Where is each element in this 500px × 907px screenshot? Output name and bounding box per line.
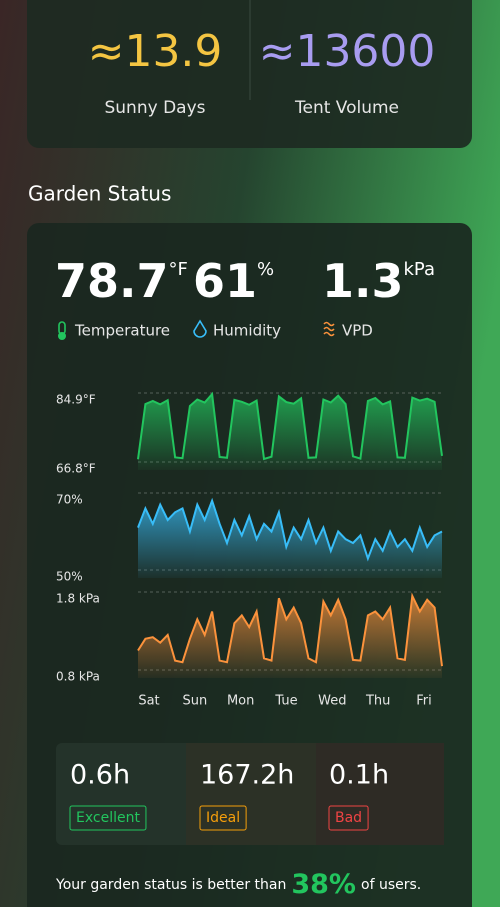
line	[137, 497, 443, 562]
x-tick-label: Thu	[365, 694, 390, 709]
duration-badge	[199, 805, 247, 831]
y-tick-label: 70%	[56, 493, 83, 507]
icon	[193, 319, 207, 338]
reading-label: VPD	[342, 322, 373, 340]
reading: 78.7°F	[55, 254, 188, 308]
duration-badge-label: Excellent	[76, 810, 140, 826]
duration-badge-label: Ideal	[206, 810, 240, 826]
duration-badge	[328, 805, 369, 831]
y-tick-label: 50%	[56, 570, 83, 584]
icon	[323, 326, 335, 332]
footer-text: Your garden status is better than	[55, 877, 286, 893]
x-tick-label: Sat	[138, 694, 159, 709]
x-tick-label: Fri	[416, 694, 432, 709]
reading-unit: kPa	[404, 259, 436, 280]
reading-value: 78.7	[55, 254, 169, 308]
line	[137, 391, 443, 461]
reading-value: 61	[193, 254, 257, 308]
duration-value: 167.2h	[200, 760, 294, 791]
icon	[58, 332, 66, 340]
y-tick-label: 0.8 kPa	[56, 670, 100, 684]
icon	[323, 321, 335, 327]
duration-section	[186, 743, 316, 845]
x-tick-label: Mon	[227, 694, 254, 709]
duration-value: 0.1h	[329, 760, 389, 791]
x-tick-label: Wed	[318, 694, 346, 709]
duration-section	[316, 743, 444, 845]
reading-value: 1.3	[322, 254, 404, 308]
reading: 61%	[193, 254, 274, 308]
reading-label: Humidity	[213, 322, 281, 340]
reading-unit: %	[257, 259, 274, 280]
summary-value: ≈13.9	[88, 26, 223, 77]
x-tick-label: Sun	[182, 694, 207, 709]
y-tick-label: 66.8°F	[56, 462, 96, 476]
y-tick-label: 84.9°F	[56, 393, 96, 407]
y-tick-label: 1.8 kPa	[56, 592, 100, 606]
section-title: Garden Status	[28, 182, 171, 206]
reading-label: Temperature	[74, 322, 170, 340]
duration-badge-label: Bad	[335, 810, 362, 826]
icon	[323, 331, 335, 337]
reading-unit: °F	[169, 259, 188, 280]
duration-value: 0.6h	[70, 760, 130, 791]
summary-label: Tent Volume	[294, 98, 399, 118]
footer-text: of users.	[361, 877, 421, 893]
footer-percent: 38%	[291, 869, 356, 900]
summary-value: ≈13600	[259, 26, 436, 77]
duration-badge	[69, 805, 147, 831]
footer: Your garden status is better than 38% of u…	[55, 869, 421, 900]
reading: 1.3kPa	[322, 254, 435, 308]
line	[137, 592, 443, 667]
area	[138, 595, 442, 678]
x-tick-label: Tue	[274, 694, 297, 709]
summary-label: Sunny Days	[104, 98, 205, 118]
